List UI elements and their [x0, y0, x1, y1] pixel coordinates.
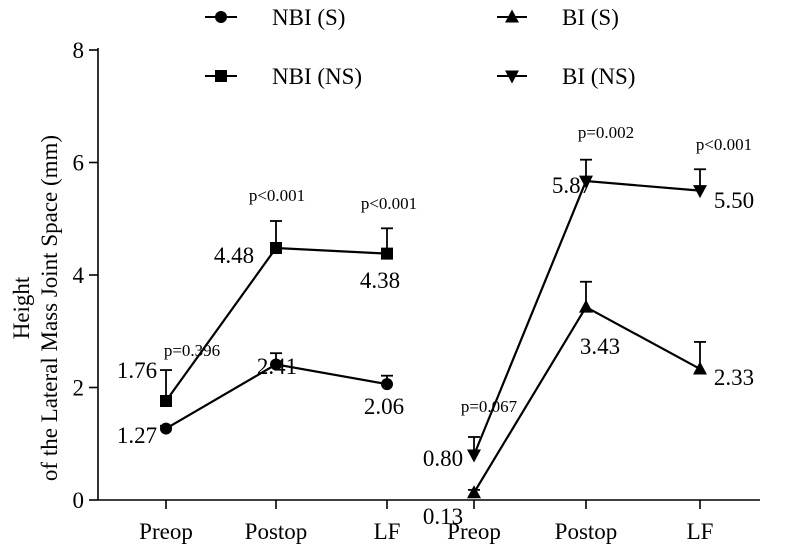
legend-item: BI (S): [497, 5, 619, 30]
data-label: 3.43: [580, 334, 620, 359]
p-value-label: p=0.396: [164, 341, 220, 360]
y-tick-label: 4: [73, 263, 85, 288]
p-value-label: p<0.001: [249, 186, 305, 205]
data-label: 5.50: [714, 188, 754, 213]
axes: 0 2 4 6 8 Preop Postop LF Preop Postop LF Height of …: [9, 38, 760, 544]
x-tick-label: Preop: [139, 519, 193, 544]
x-tick-label: Postop: [245, 519, 308, 544]
y-tick-label: 6: [73, 151, 85, 176]
legend: NBI (S) NBI (NS) BI (S) BI (NS): [205, 5, 635, 89]
data-label: 2.33: [714, 365, 754, 390]
data-point-circle: [381, 378, 393, 391]
p-value-label: p=0.002: [578, 123, 634, 142]
legend-item: NBI (NS): [205, 64, 362, 89]
data-point-square: [160, 395, 172, 407]
x-tick-label: Postop: [555, 519, 618, 544]
p-value-label: p=0.067: [461, 397, 518, 416]
data-point-triangle-up: [467, 485, 481, 499]
data-label: 2.06: [364, 394, 404, 419]
x-tick-label: LF: [374, 519, 401, 544]
data-point-square: [381, 247, 393, 260]
legend-marker-triangle-up: [505, 9, 519, 23]
data-label: 0.80: [423, 446, 463, 471]
p-value-label: p<0.001: [361, 194, 417, 213]
legend-label: BI (NS): [562, 64, 635, 89]
data-label: 5.87: [552, 173, 592, 198]
data-label: 1.76: [117, 358, 157, 383]
y-axis-label-line2: of the Lateral Mass Joint Space (mm): [37, 135, 62, 481]
legend-label: BI (S): [562, 5, 619, 30]
x-tick-label: LF: [687, 519, 714, 544]
legend-label: NBI (NS): [272, 64, 362, 89]
legend-marker-square: [215, 70, 227, 82]
legend-label: NBI (S): [272, 5, 345, 30]
data-label: 4.38: [360, 268, 400, 293]
y-axis-label-line1: Height: [9, 276, 34, 339]
data-point-triangle-up: [693, 361, 707, 375]
series-layer: [160, 158, 707, 499]
data-label: 0.13: [423, 504, 463, 529]
data-label: 2.41: [257, 354, 297, 379]
x-tick-label: Preop: [447, 519, 501, 544]
y-tick-label: 2: [73, 376, 85, 401]
data-point-triangle-down: [579, 175, 593, 189]
data-point-circle: [270, 358, 282, 371]
data-label: 1.27: [117, 423, 157, 448]
data-point-square: [270, 242, 282, 254]
legend-marker-circle: [215, 11, 227, 23]
data-label: 4.48: [214, 243, 254, 268]
data-point-circle: [160, 422, 172, 435]
data-point-triangle-up: [579, 299, 593, 313]
y-tick-label: 0: [73, 488, 85, 513]
legend-item: NBI (S): [205, 5, 345, 30]
legend-item: BI (NS): [497, 64, 635, 89]
data-point-triangle-down: [467, 449, 481, 463]
p-value-label: p<0.001: [696, 135, 752, 154]
legend-marker-triangle-down: [505, 70, 519, 84]
data-point-triangle-down: [693, 185, 707, 199]
y-tick-label: 8: [73, 38, 85, 63]
labels-layer: p=0.396 p<0.001 p<0.001 p=0.067 p=0.002 p<0.0…: [117, 123, 754, 529]
